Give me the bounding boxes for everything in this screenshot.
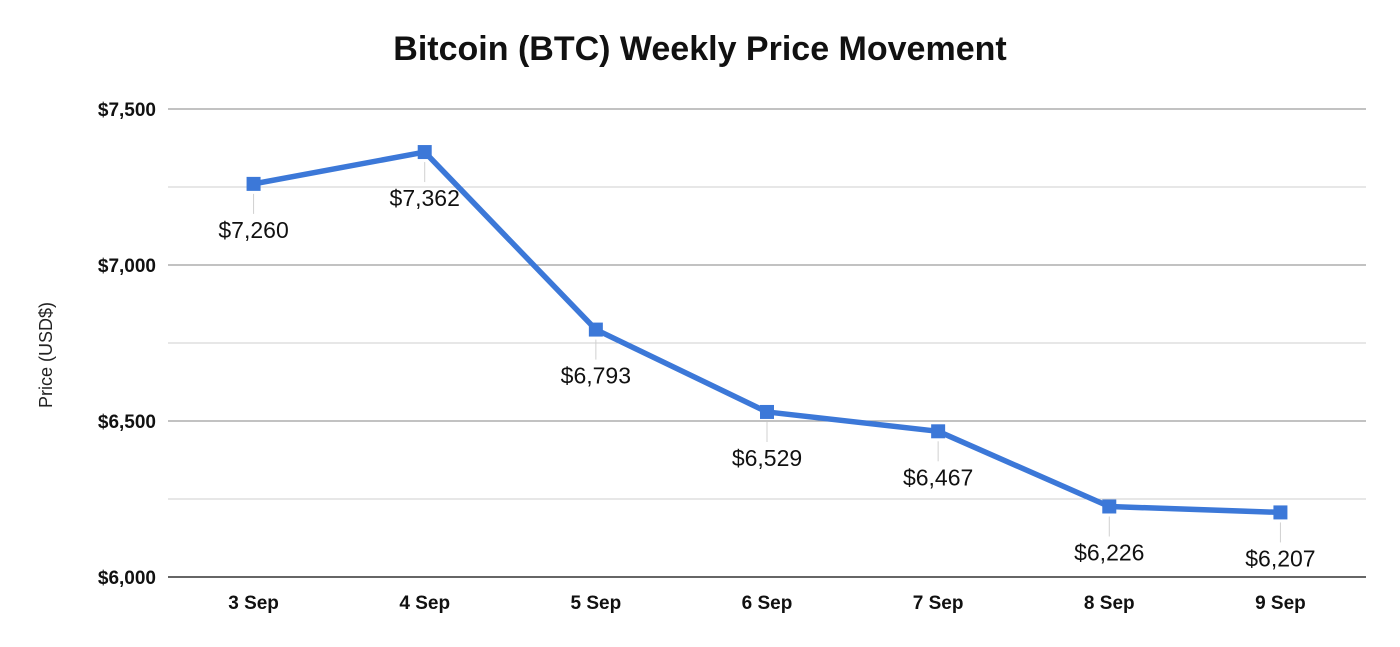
y-tick-label: $7,500 [98,100,156,121]
x-tick-label: 3 Sep [228,593,279,614]
data-point-marker [760,404,774,419]
data-point-marker [588,322,603,337]
x-axis-ticks: 3 Sep 4 Sep 5 Sep 6 Sep 7 Sep 8 Sep 9 Sep [228,593,1306,614]
y-tick-label: $6,500 [98,412,156,433]
data-point-marker [246,176,261,191]
data-point-marker [417,145,432,160]
y-tick-label: $6,000 [98,568,156,589]
data-labels: $7,260 $7,362 $6,793 $6,529 $6,467 $6,226 $6,2… [218,185,1315,571]
x-tick-label: 7 Sep [913,593,964,614]
data-label: $6,467 [903,464,973,490]
x-tick-label: 4 Sep [399,593,450,614]
y-axis-ticks: $6,000 $6,500 $7,000 $7,500 [98,100,156,589]
x-tick-label: 6 Sep [742,593,793,614]
data-label: $6,207 [1245,545,1315,571]
y-tick-label: $7,000 [98,256,156,277]
data-label-leaders [253,162,1281,543]
data-label: $7,260 [218,217,288,243]
y-axis-title: Price (USD$) [36,302,56,408]
gridlines [168,108,1366,578]
data-point-marker [931,424,946,439]
data-point-marker [1273,505,1288,520]
data-label: $6,226 [1074,539,1144,565]
data-label: $7,362 [390,185,460,211]
x-tick-label: 8 Sep [1084,593,1135,614]
data-point-marker [1102,499,1117,514]
series-markers [246,145,1288,520]
x-tick-label: 5 Sep [571,593,622,614]
data-label: $6,529 [732,445,802,471]
chart-title: Bitcoin (BTC) Weekly Price Movement [393,30,1007,68]
x-tick-label: 9 Sep [1255,593,1306,614]
data-label: $6,793 [561,363,631,389]
